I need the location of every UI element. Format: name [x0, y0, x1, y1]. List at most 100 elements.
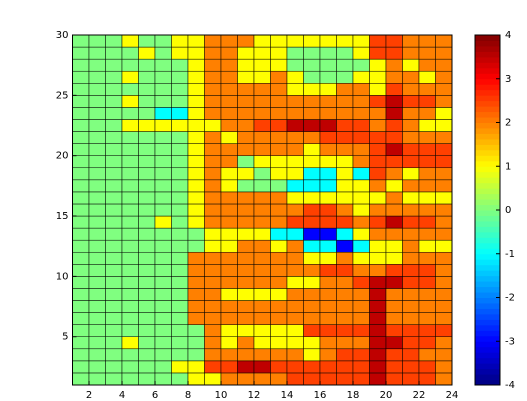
heatmap-cell	[88, 288, 106, 301]
heatmap-cell	[418, 300, 436, 313]
heatmap-cell	[187, 179, 205, 193]
heatmap-cell	[105, 360, 123, 374]
heatmap-cell	[385, 215, 403, 229]
y-tick-label: 30	[56, 30, 69, 41]
heatmap-cell	[385, 58, 403, 72]
heatmap-cell	[171, 83, 189, 96]
heatmap-cell	[72, 251, 90, 265]
heatmap-cell	[286, 46, 304, 60]
heatmap-cell	[105, 251, 123, 265]
heatmap-cell	[418, 251, 436, 265]
heatmap-cell	[204, 167, 222, 181]
heatmap-cell	[418, 167, 436, 181]
heatmap-cell	[72, 203, 90, 217]
heatmap-cell	[88, 155, 106, 169]
colorbar-swatch	[475, 40, 500, 47]
heatmap-cell	[72, 119, 90, 132]
heatmap-cell	[253, 179, 271, 193]
heatmap-cell	[237, 264, 255, 277]
heatmap-cell	[402, 179, 420, 193]
heatmap-cell	[352, 107, 370, 120]
heatmap-cell	[72, 372, 90, 386]
heatmap-cell	[253, 155, 271, 169]
heatmap-cell	[303, 95, 321, 108]
colorbar-swatch	[475, 319, 500, 326]
heatmap-cell	[220, 215, 238, 229]
heatmap-cell	[270, 300, 288, 313]
heatmap-cell	[105, 239, 123, 253]
heatmap-cell	[105, 288, 123, 301]
heatmap-cell	[385, 324, 403, 337]
heatmap-cell	[204, 227, 222, 241]
heatmap-cell	[105, 264, 123, 277]
heatmap-cell	[402, 167, 420, 181]
heatmap-cell	[154, 191, 172, 205]
heatmap-cell	[418, 119, 436, 132]
colorbar-swatch	[475, 368, 500, 375]
heatmap-cell	[435, 336, 453, 350]
colorbar-swatch	[475, 324, 500, 331]
x-tick-label: 2	[86, 390, 92, 401]
heatmap-cell	[88, 179, 106, 193]
heatmap-cell	[303, 251, 321, 265]
heatmap-cell	[72, 239, 90, 253]
heatmap-cell	[270, 46, 288, 60]
heatmap-cell	[418, 360, 436, 374]
heatmap-cell	[369, 312, 387, 325]
heatmap-cell	[270, 34, 288, 48]
heatmap-cell	[286, 360, 304, 374]
heatmap-cell	[220, 239, 238, 253]
heatmap-cell	[286, 70, 304, 84]
colorbar-swatch	[475, 297, 500, 304]
x-tick-label: 22	[413, 390, 426, 401]
heatmap-cell	[121, 300, 139, 313]
heatmap-cell	[435, 107, 453, 120]
heatmap-cell	[336, 131, 354, 144]
heatmap-cell	[369, 227, 387, 241]
heatmap-cell	[336, 372, 354, 386]
heatmap-cell	[154, 372, 172, 386]
heatmap-cell	[237, 312, 255, 325]
heatmap-cell	[352, 348, 370, 362]
heatmap-cell	[88, 372, 106, 386]
heatmap-cell	[303, 119, 321, 132]
heatmap-cell	[385, 239, 403, 253]
heatmap-cell	[204, 251, 222, 265]
heatmap-cell	[204, 179, 222, 193]
colorbar-swatch	[475, 275, 500, 282]
heatmap-cell	[336, 58, 354, 72]
heatmap-cell	[187, 119, 205, 132]
heatmap-cell	[220, 288, 238, 301]
heatmap-cell	[369, 70, 387, 84]
heatmap-cell	[154, 227, 172, 241]
heatmap-cell	[253, 324, 271, 337]
heatmap-cell	[253, 70, 271, 84]
x-tick-label: 4	[119, 390, 125, 401]
heatmap-cell	[369, 203, 387, 217]
heatmap-cell	[319, 143, 337, 156]
heatmap-cell	[187, 239, 205, 253]
heatmap-cell	[253, 360, 271, 374]
heatmap-cell	[435, 324, 453, 337]
heatmap-cell	[303, 167, 321, 181]
heatmap-cell	[270, 179, 288, 193]
heatmap-cell	[352, 46, 370, 60]
heatmap-cell	[220, 143, 238, 156]
heatmap-cell	[385, 276, 403, 289]
heatmap-cell	[253, 288, 271, 301]
heatmap-cell	[435, 239, 453, 253]
heatmap-cell	[336, 215, 354, 229]
heatmap-cell	[154, 312, 172, 325]
heatmap-cell	[352, 264, 370, 277]
heatmap-cell	[369, 46, 387, 60]
colorbar-swatch	[475, 215, 500, 222]
heatmap-cell	[154, 83, 172, 96]
heatmap-cell	[286, 131, 304, 144]
heatmap-cell	[187, 264, 205, 277]
heatmap-cell	[253, 191, 271, 205]
heatmap-cell	[220, 300, 238, 313]
heatmap-cell	[435, 227, 453, 241]
heatmap-cell	[72, 83, 90, 96]
heatmap-cell	[204, 131, 222, 144]
heatmap-cell	[88, 58, 106, 72]
